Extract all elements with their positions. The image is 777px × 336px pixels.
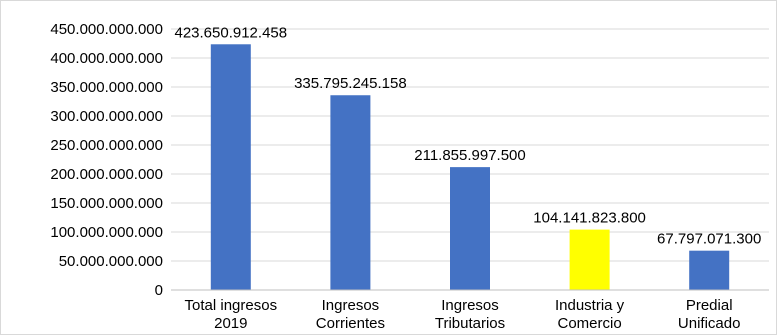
x-category-label: Total ingresos 2019 [185,297,278,332]
data-label: 335.795.245.158 [294,75,407,92]
data-label: 211.855.997.500 [414,147,526,164]
x-axis-category-labels: Total ingresos 2019 Ingresos Corrientes Ingr… [185,297,741,332]
data-label: 67.797.071.300 [657,231,761,248]
y-axis-tick-labels: 0 50.000.000.000 100.000.000.000 150.000.00… [50,21,163,299]
y-tick-label: 100.000.000.000 [50,224,163,241]
y-tick-label: 300.000.000.000 [50,108,163,125]
bar [450,167,490,290]
bar [210,44,251,290]
x-category-label: Industria y Comercio [555,297,625,332]
bars [210,44,730,290]
y-tick-label: 200.000.000.000 [50,166,163,183]
bar [689,250,730,290]
y-tick-label: 150.000.000.000 [50,195,163,212]
x-category-label: Ingresos Tributarios [435,297,505,332]
y-tick-label: 350.000.000.000 [50,79,163,96]
y-tick-label: 50.000.000.000 [59,253,163,270]
y-tick-label: 400.000.000.000 [50,50,163,67]
y-tick-label: 450.000.000.000 [50,21,163,38]
y-tick-label: 250.000.000.000 [50,137,163,154]
data-labels: 423.650.912.458 335.795.245.158 211.855.99… [174,24,761,247]
bar [569,229,610,290]
bar [330,95,371,290]
y-tick-label: 0 [155,282,163,299]
x-category-label: Ingresos Corrientes [316,297,385,332]
data-label: 104.141.823.800 [533,210,646,227]
data-label: 423.650.912.458 [174,24,287,41]
x-category-label: Predial Unificado [678,297,741,332]
gridlines [171,28,769,262]
